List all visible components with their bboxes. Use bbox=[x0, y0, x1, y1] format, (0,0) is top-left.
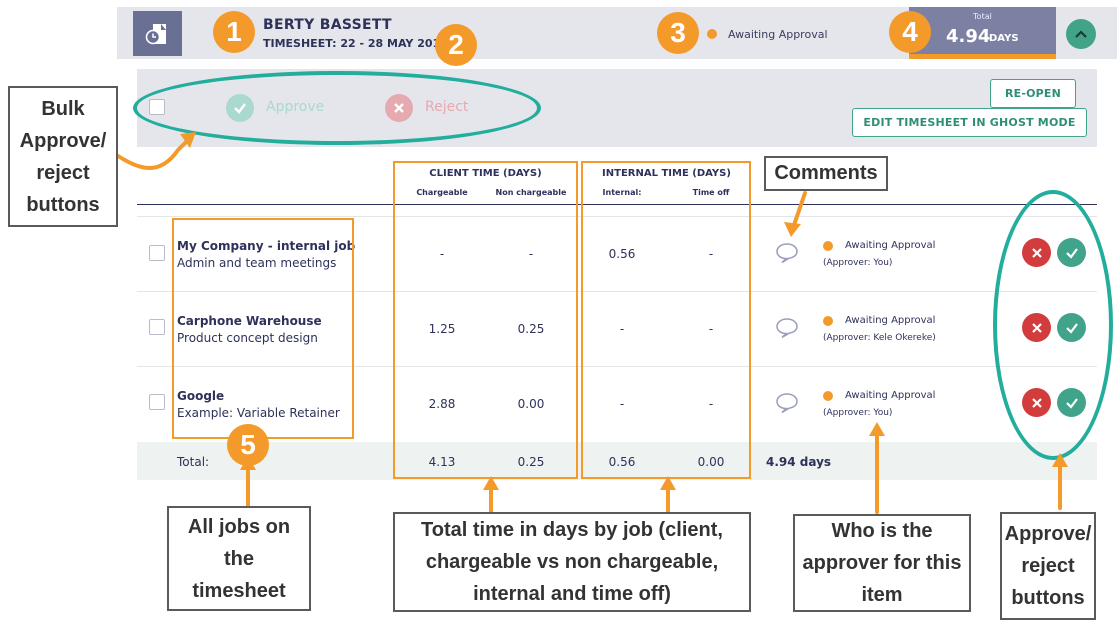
row-status-dot bbox=[823, 241, 833, 251]
speech-bubble-icon[interactable] bbox=[775, 317, 799, 339]
row-checkbox[interactable] bbox=[149, 245, 165, 261]
chevron-up-icon bbox=[1075, 30, 1087, 38]
total-time-off: 0.00 bbox=[697, 455, 725, 469]
internal-time-highlight-box bbox=[581, 161, 751, 479]
total-non-chargeable: 0.25 bbox=[517, 455, 545, 469]
non-chargeable-header: Non chargeable bbox=[495, 188, 567, 197]
chargeable-cell: - bbox=[439, 247, 445, 261]
row-divider bbox=[137, 366, 1097, 367]
job-description: Example: Variable Retainer bbox=[177, 406, 340, 420]
badge-3: 3 bbox=[657, 12, 699, 54]
internal-time-header: INTERNAL TIME (DAYS) bbox=[602, 168, 731, 179]
callout-comments: Comments bbox=[764, 156, 888, 191]
chargeable-cell: 1.25 bbox=[428, 322, 456, 336]
badge-4: 4 bbox=[889, 11, 931, 53]
reopen-button[interactable]: RE-OPEN bbox=[990, 79, 1076, 108]
job-client[interactable]: Google bbox=[177, 389, 225, 403]
callout-all-jobs: All jobs on the timesheet bbox=[167, 506, 311, 611]
time-off-cell: - bbox=[708, 397, 714, 411]
total-internal: 0.56 bbox=[608, 455, 636, 469]
status-dot bbox=[707, 29, 717, 39]
callout-bulk-approve-reject: Bulk Approve/ reject buttons bbox=[8, 86, 118, 227]
approve-reject-highlight bbox=[993, 190, 1113, 460]
row-status: Awaiting Approval bbox=[845, 390, 936, 401]
totals-label: Total: bbox=[177, 455, 210, 469]
badge-2: 2 bbox=[435, 24, 477, 66]
row-approver: (Approver: Kele Okereke) bbox=[823, 333, 936, 343]
internal-cell: - bbox=[619, 322, 625, 336]
time-off-cell: - bbox=[708, 322, 714, 336]
total-days-underline bbox=[909, 54, 1056, 59]
internal-cell: - bbox=[619, 397, 625, 411]
row-approver: (Approver: You) bbox=[823, 408, 893, 418]
row-divider bbox=[137, 291, 1097, 292]
timesheet-status: Awaiting Approval bbox=[728, 28, 828, 41]
job-client[interactable]: My Company - internal job bbox=[177, 239, 356, 253]
job-client[interactable]: Carphone Warehouse bbox=[177, 314, 322, 328]
time-off-cell: - bbox=[708, 247, 714, 261]
job-description: Admin and team meetings bbox=[177, 256, 337, 270]
internal-header: Internal: bbox=[602, 188, 642, 197]
row-checkbox[interactable] bbox=[149, 394, 165, 410]
chargeable-cell: 2.88 bbox=[428, 397, 456, 411]
total-label: Total bbox=[973, 12, 992, 21]
non-chargeable-cell: 0.00 bbox=[517, 397, 545, 411]
chargeable-header: Chargeable bbox=[416, 188, 468, 197]
badge-1: 1 bbox=[213, 11, 255, 53]
ghost-mode-button[interactable]: EDIT TIMESHEET IN GHOST MODE bbox=[852, 108, 1087, 137]
total-days-panel bbox=[909, 7, 1056, 59]
row-status: Awaiting Approval bbox=[845, 240, 936, 251]
job-description: Product concept design bbox=[177, 331, 318, 345]
row-status-dot bbox=[823, 316, 833, 326]
total-days-value: 4.94 bbox=[946, 26, 991, 47]
callout-approve-reject: Approve/ reject buttons bbox=[1000, 512, 1096, 620]
timesheet-app-icon bbox=[133, 11, 182, 56]
non-chargeable-cell: - bbox=[528, 247, 534, 261]
employee-name: BERTY BASSETT bbox=[263, 17, 392, 33]
internal-cell: 0.56 bbox=[608, 247, 636, 261]
timesheet-period: TIMESHEET: 22 - 28 MAY 2017 bbox=[263, 37, 448, 50]
speech-bubble-icon[interactable] bbox=[775, 392, 799, 414]
client-time-header: CLIENT TIME (DAYS) bbox=[429, 168, 542, 179]
header-divider bbox=[137, 204, 1097, 205]
client-time-highlight-box bbox=[393, 161, 578, 479]
collapse-button[interactable] bbox=[1066, 19, 1096, 49]
row-approver: (Approver: You) bbox=[823, 258, 893, 268]
row-status: Awaiting Approval bbox=[845, 315, 936, 326]
totals-row bbox=[137, 442, 1097, 480]
row-divider bbox=[137, 216, 1097, 217]
callout-total-time: Total time in days by job (client, charg… bbox=[393, 512, 751, 612]
row-checkbox[interactable] bbox=[149, 319, 165, 335]
total-days-unit: DAYS bbox=[989, 33, 1019, 44]
bulk-actions-highlight bbox=[133, 71, 541, 145]
total-days: 4.94 days bbox=[766, 455, 832, 469]
clock-document-icon bbox=[145, 23, 166, 44]
row-status-dot bbox=[823, 391, 833, 401]
non-chargeable-cell: 0.25 bbox=[517, 322, 545, 336]
speech-bubble-icon[interactable] bbox=[775, 242, 799, 264]
time-off-header: Time off bbox=[692, 188, 730, 197]
callout-approver: Who is the approver for this item bbox=[793, 514, 971, 612]
total-chargeable: 4.13 bbox=[428, 455, 456, 469]
